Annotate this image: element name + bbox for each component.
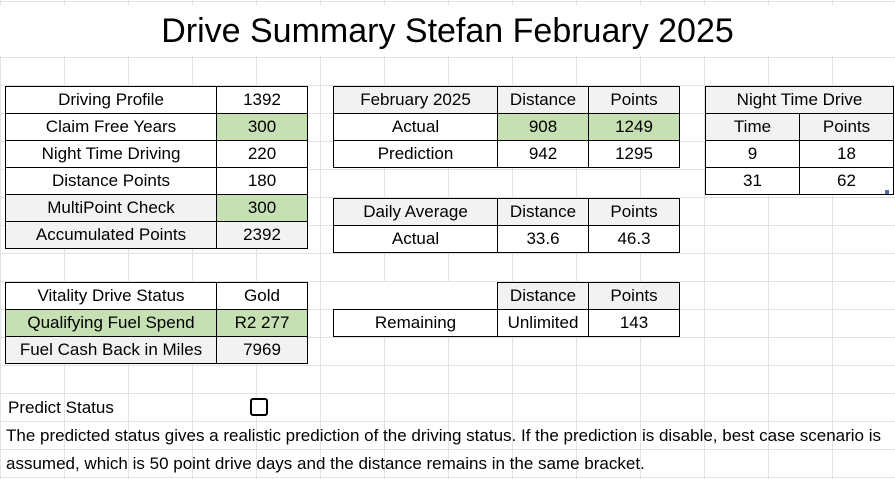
cell[interactable]: 942	[497, 140, 589, 168]
row-label[interactable]: Distance Points	[5, 167, 217, 195]
row-value[interactable]: 180	[216, 167, 308, 195]
row-value[interactable]: Gold	[216, 282, 308, 310]
table-row: Fuel Cash Back in Miles 7969	[5, 336, 308, 364]
drive-status-table: Vitality Drive Status Gold Qualifying Fu…	[5, 282, 308, 364]
cell[interactable]: 31	[705, 167, 800, 195]
column-header[interactable]: Distance	[497, 86, 589, 114]
table-header-row: Time Points	[705, 113, 894, 141]
table-row: Vitality Drive Status Gold	[5, 282, 308, 310]
row-value[interactable]: 2392	[216, 221, 308, 249]
cell[interactable]: 1295	[588, 140, 680, 168]
cell[interactable]: 46.3	[588, 225, 680, 253]
row-label[interactable]: MultiPoint Check	[5, 194, 217, 222]
row-label[interactable]: Actual	[333, 225, 498, 253]
cell[interactable]: 18	[799, 140, 894, 168]
table-header-row: Daily Average Distance Points	[333, 198, 680, 226]
table-row: Accumulated Points 2392	[5, 221, 308, 249]
table-row: MultiPoint Check 300	[5, 194, 308, 222]
row-label[interactable]: Prediction	[333, 140, 498, 168]
row-label[interactable]: Fuel Cash Back in Miles	[5, 336, 217, 364]
row-label[interactable]: Accumulated Points	[5, 221, 217, 249]
table-row: Actual 908 1249	[333, 113, 680, 141]
page-title: Drive Summary Stefan February 2025	[0, 6, 895, 56]
row-label[interactable]: Vitality Drive Status	[5, 282, 217, 310]
night-time-drive-table: Night Time Drive Time Points 9 18 31 62	[705, 86, 894, 195]
row-label[interactable]: Qualifying Fuel Spend	[5, 309, 217, 337]
table-row: Driving Profile 1392	[5, 86, 308, 114]
row-value[interactable]: 300	[216, 194, 308, 222]
column-header[interactable]: Time	[705, 113, 800, 141]
table-row: Qualifying Fuel Spend R2 277	[5, 309, 308, 337]
row-value[interactable]: 1392	[216, 86, 308, 114]
driving-profile-table: Driving Profile 1392 Claim Free Years 30…	[5, 86, 308, 249]
row-label[interactable]: Claim Free Years	[5, 113, 217, 141]
cell[interactable]: 908	[497, 113, 589, 141]
table-row: Prediction 942 1295	[333, 140, 680, 168]
column-header[interactable]: Distance	[497, 198, 589, 226]
cell[interactable]: 1249	[588, 113, 680, 141]
table-title-row: Night Time Drive	[705, 86, 894, 114]
month-table: February 2025 Distance Points Actual 908…	[333, 86, 680, 168]
column-header[interactable]	[333, 282, 498, 310]
cell[interactable]: 33.6	[497, 225, 589, 253]
table-row: Night Time Driving 220	[5, 140, 308, 168]
table-title[interactable]: Night Time Drive	[705, 86, 894, 114]
table-header-row: Distance Points	[333, 282, 680, 310]
predict-status-label: Predict Status	[8, 398, 114, 417]
cell[interactable]: Unlimited	[497, 309, 589, 337]
table-row: Remaining Unlimited 143	[333, 309, 680, 337]
row-label[interactable]: Night Time Driving	[5, 140, 217, 168]
column-header[interactable]: Points	[588, 86, 680, 114]
resize-handle[interactable]	[885, 190, 889, 194]
column-header[interactable]: Points	[588, 282, 680, 310]
description-text: The predicted status gives a realistic p…	[6, 426, 882, 473]
cell[interactable]: 9	[705, 140, 800, 168]
cell[interactable]: 62	[799, 167, 894, 195]
row-value[interactable]: 300	[216, 113, 308, 141]
row-value[interactable]: 7969	[216, 336, 308, 364]
table-row: Distance Points 180	[5, 167, 308, 195]
table-header-row: February 2025 Distance Points	[333, 86, 680, 114]
row-value[interactable]: R2 277	[216, 309, 308, 337]
row-label[interactable]: Actual	[333, 113, 498, 141]
daily-average-table: Daily Average Distance Points Actual 33.…	[333, 198, 680, 253]
column-header[interactable]: Daily Average	[333, 198, 498, 226]
table-row: 31 62	[705, 167, 894, 195]
cell[interactable]: 143	[588, 309, 680, 337]
table-row: Claim Free Years 300	[5, 113, 308, 141]
column-header[interactable]: Points	[799, 113, 894, 141]
table-row: 9 18	[705, 140, 894, 168]
row-label[interactable]: Driving Profile	[5, 86, 217, 114]
remaining-table: Distance Points Remaining Unlimited 143	[333, 282, 680, 337]
row-label[interactable]: Remaining	[333, 309, 498, 337]
predict-status-checkbox[interactable]	[250, 398, 268, 416]
column-header[interactable]: Points	[588, 198, 680, 226]
table-row: Actual 33.6 46.3	[333, 225, 680, 253]
column-header[interactable]: Distance	[497, 282, 589, 310]
row-value[interactable]: 220	[216, 140, 308, 168]
column-header[interactable]: February 2025	[333, 86, 498, 114]
